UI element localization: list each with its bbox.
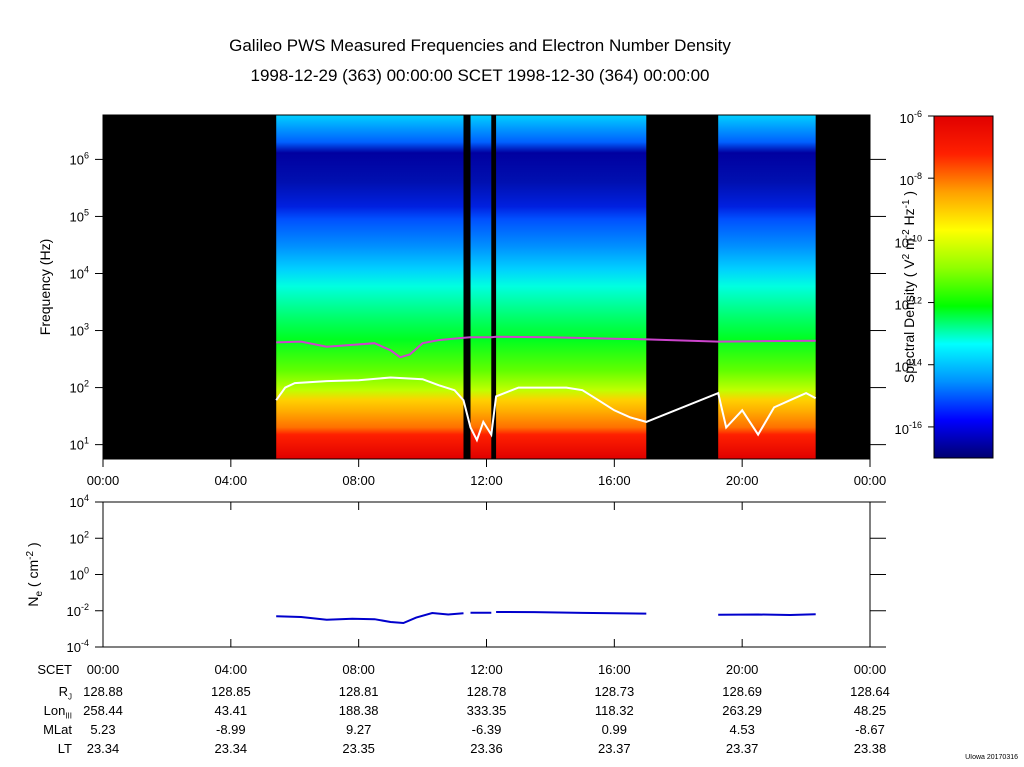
ephemeris-value-r-2: 128.81 bbox=[338, 684, 379, 699]
ephemeris-value-lon-2: 188.38 bbox=[338, 703, 379, 718]
spectrogram-x-tick-label-5: 20:00 bbox=[726, 473, 759, 488]
spectrogram-y-tick-label-2: 102 bbox=[70, 379, 89, 396]
density-frame bbox=[102, 501, 871, 648]
density-line-segment-2 bbox=[496, 611, 647, 615]
spectrogram-segment-0 bbox=[276, 115, 464, 459]
ephemeris-value-mlat-3: -6.39 bbox=[471, 722, 502, 737]
colorbar-tick-label-14: 10-14 bbox=[895, 358, 922, 375]
ephemeris-value-lt-1: 23.34 bbox=[214, 741, 248, 756]
ephemeris-value-lon-0: 258.44 bbox=[83, 703, 123, 718]
spectrogram-y-axis-label: Frequency (Hz) bbox=[37, 239, 53, 335]
ephemeris-time-4: 16:00 bbox=[598, 662, 631, 677]
density-line-segment-3 bbox=[718, 613, 816, 617]
ephemeris-value-lon-4: 118.32 bbox=[594, 703, 634, 718]
colorbar-tick-label-8: 10-8 bbox=[900, 171, 922, 188]
spectrogram-segment-2 bbox=[496, 115, 647, 459]
spectrogram-y-tick-label-4: 104 bbox=[70, 264, 89, 281]
spectrogram-overlay-line-0 bbox=[276, 335, 816, 359]
colorbar-tick-label-6: 10-6 bbox=[900, 109, 922, 126]
ephemeris-time-0: 00:00 bbox=[86, 662, 120, 677]
colorbar bbox=[933, 115, 994, 459]
ephemeris-value-lon-5: 263.29 bbox=[722, 703, 763, 718]
spectrogram-segment-1 bbox=[470, 115, 492, 459]
ephemeris-value-lt-0: 23.34 bbox=[86, 741, 120, 756]
chart-title: Galileo PWS Measured Frequencies and Ele… bbox=[229, 36, 731, 55]
spectrogram-x-tick-label-4: 16:00 bbox=[598, 473, 631, 488]
ephemeris-value-mlat-2: 9.27 bbox=[346, 722, 372, 737]
spectrogram-x-tick-label-6: 00:00 bbox=[854, 473, 887, 488]
ephemeris-label-scet: SCET bbox=[37, 662, 72, 677]
ephemeris-label-r: RJ bbox=[58, 684, 72, 702]
density-y-tick-label-4: 104 bbox=[70, 493, 89, 510]
spectrogram-x-tick-label-3: 12:00 bbox=[470, 473, 503, 488]
colorbar-tick-label-12: 10-12 bbox=[895, 296, 922, 313]
ephemeris-value-lon-1: 43.41 bbox=[214, 703, 248, 718]
ephemeris-time-1: 04:00 bbox=[214, 662, 248, 677]
ephemeris-value-r-1: 128.85 bbox=[210, 684, 251, 699]
ephemeris-value-lt-2: 23.35 bbox=[342, 741, 375, 756]
spectrogram-y-tick-label-6: 106 bbox=[70, 150, 89, 167]
ephemeris-label-lt: LT bbox=[57, 741, 72, 756]
density-y-tick-label-2: 10-2 bbox=[67, 602, 89, 619]
ephemeris-label-lon: LonIII bbox=[43, 703, 72, 721]
chart-subtitle: 1998-12-29 (363) 00:00:00 SCET 1998-12-3… bbox=[250, 66, 710, 85]
spectrogram-y-tick-label-5: 105 bbox=[70, 207, 89, 224]
colorbar-label: Spectral Density ( V2 m-2 Hz-1 ) bbox=[901, 191, 917, 383]
ephemeris-value-r-6: 128.64 bbox=[850, 684, 890, 699]
ephemeris-time-6: 00:00 bbox=[853, 662, 887, 677]
density-line-segment-0 bbox=[276, 611, 464, 625]
density-y-tick-label-2: 102 bbox=[70, 529, 89, 546]
ephemeris-time-2: 08:00 bbox=[342, 662, 375, 677]
ephemeris-label-mlat: MLat bbox=[43, 722, 72, 737]
credit-stamp: UIowa 20170316 bbox=[965, 754, 1018, 761]
colorbar-tick-label-16: 10-16 bbox=[895, 420, 922, 437]
spectrogram-x-tick-label-1: 04:00 bbox=[215, 473, 248, 488]
ephemeris-value-lt-6: 23.38 bbox=[853, 741, 887, 756]
ephemeris-value-lt-5: 23.37 bbox=[725, 741, 759, 756]
ephemeris-value-mlat-1: -8.99 bbox=[216, 722, 246, 737]
ephemeris-value-mlat-5: 4.53 bbox=[729, 722, 755, 737]
spectrogram-y-tick-label-3: 103 bbox=[70, 322, 89, 339]
ephemeris-value-lon-6: 48.25 bbox=[853, 703, 887, 718]
colorbar-tick-label-10: 10-10 bbox=[895, 233, 922, 250]
spectrogram-x-tick-label-0: 00:00 bbox=[87, 473, 120, 488]
spectrogram-y-tick-label-1: 101 bbox=[70, 436, 89, 453]
density-y-tick-label-0: 100 bbox=[70, 566, 89, 583]
density-y-tick-label-4: 10-4 bbox=[67, 638, 89, 655]
ephemeris-value-lt-3: 23.36 bbox=[470, 741, 503, 756]
ephemeris-value-lon-3: 333.35 bbox=[466, 703, 507, 718]
density-y-axis-label: Ne ( cm-2 ) bbox=[25, 542, 45, 606]
spectrogram-x-tick-label-2: 08:00 bbox=[342, 473, 375, 488]
ephemeris-value-mlat-6: -8.67 bbox=[855, 722, 885, 737]
ephemeris-value-mlat-4: 0.99 bbox=[601, 722, 627, 737]
ephemeris-value-r-5: 128.69 bbox=[722, 684, 763, 699]
ephemeris-value-mlat-0: 5.23 bbox=[90, 722, 116, 737]
ephemeris-value-r-3: 128.78 bbox=[466, 684, 507, 699]
ephemeris-value-r-0: 128.88 bbox=[83, 684, 123, 699]
spectrogram-segment-3 bbox=[718, 115, 816, 459]
ephemeris-value-r-4: 128.73 bbox=[594, 684, 635, 699]
ephemeris-value-lt-4: 23.37 bbox=[598, 741, 631, 756]
spectrogram-overlay-line-1 bbox=[275, 376, 817, 443]
ephemeris-time-3: 12:00 bbox=[470, 662, 503, 677]
ephemeris-time-5: 20:00 bbox=[725, 662, 759, 677]
